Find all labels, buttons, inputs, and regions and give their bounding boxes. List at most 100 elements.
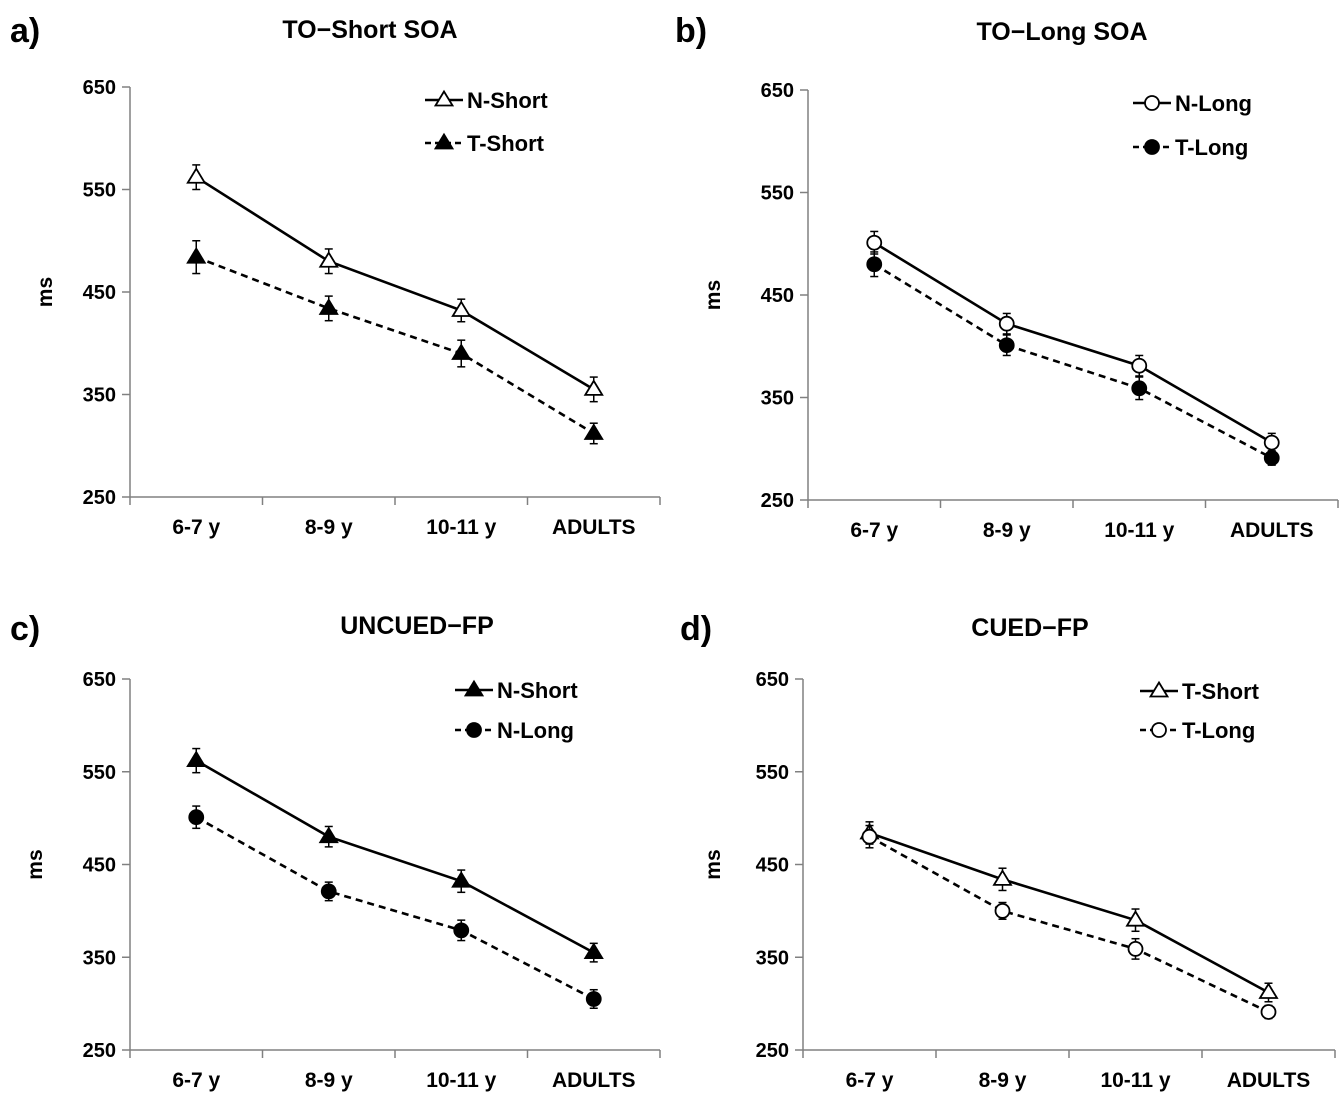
data-point (585, 991, 602, 1007)
data-point (451, 343, 472, 360)
legend-entry: N-Long (455, 718, 574, 743)
chart-title: UNCUED−FP (340, 612, 494, 640)
series-n-long (866, 230, 1280, 453)
data-point (1263, 450, 1280, 466)
legend-marker (433, 132, 455, 150)
data-point (583, 379, 604, 396)
panel-letter: c) (10, 610, 40, 648)
series-line (195, 759, 595, 954)
y-axis-label: ms (702, 280, 725, 310)
y-axis-label: ms (24, 849, 47, 879)
data-point (1131, 357, 1148, 374)
x-tick-label: 10-11 y (426, 516, 496, 539)
x-tick-label: ADULTS (1227, 1069, 1311, 1092)
data-point (994, 902, 1011, 919)
data-point (320, 883, 337, 900)
y-tick-label: 450 (761, 285, 794, 307)
y-tick-label: 650 (83, 77, 116, 99)
legend-entry: N-Long (1133, 91, 1252, 116)
legend-label: N-Short (467, 88, 548, 113)
legend-entry: T-Short (425, 131, 545, 156)
series-line (195, 176, 595, 391)
y-tick-label: 550 (83, 762, 116, 784)
panel-letter: d) (680, 610, 712, 648)
series-line (868, 835, 1270, 1014)
panel-3: c) UNCUED−FP ms 250 350 450 550 650 6-7 y 8-9 y 10… (10, 610, 661, 1092)
x-tick-label: 6-7 y (850, 519, 898, 542)
series-line (873, 263, 1273, 460)
legend-marker (466, 722, 482, 738)
data-point (998, 337, 1015, 354)
legend-label: N-Short (497, 678, 578, 703)
data-point (318, 826, 339, 844)
legend-label: T-Short (1182, 679, 1260, 704)
legend-entry: N-Short (455, 678, 578, 703)
series-n-short (186, 747, 604, 963)
series-t-short (186, 240, 604, 445)
y-tick-label: 350 (761, 388, 794, 410)
series-line (195, 255, 595, 435)
data-point (1263, 434, 1280, 451)
legend-marker (1144, 139, 1160, 155)
y-axis-label: ms (34, 277, 57, 307)
y-tick-label: 250 (83, 1040, 116, 1062)
legend-marker (1151, 722, 1167, 738)
panel-4: d) CUED−FP ms 250 350 450 550 650 6-7 y 8-9 y 10-1… (680, 610, 1336, 1092)
x-tick-label: 10-11 y (1100, 1069, 1170, 1092)
data-point (451, 870, 472, 888)
data-point (451, 300, 472, 317)
legend-label: N-Long (1175, 91, 1252, 116)
data-point (583, 942, 604, 960)
legend-label: T-Long (1182, 718, 1255, 743)
series-line (195, 816, 595, 1001)
series-n-short (186, 164, 604, 403)
y-tick-label: 350 (83, 385, 116, 407)
y-tick-label: 650 (83, 669, 116, 691)
y-tick-label: 350 (756, 947, 789, 969)
x-tick-label: ADULTS (1230, 519, 1314, 542)
y-tick-label: 550 (761, 183, 794, 205)
y-tick-label: 250 (83, 487, 116, 509)
y-tick-label: 250 (761, 490, 794, 512)
data-point (186, 166, 207, 184)
data-point (861, 828, 878, 845)
data-point (188, 809, 205, 826)
x-tick-label: 8-9 y (979, 1069, 1027, 1092)
data-point (1127, 941, 1144, 957)
chart-title: TO−Long SOA (976, 18, 1147, 46)
x-tick-label: 6-7 y (172, 1069, 220, 1092)
y-axis-label: ms (702, 849, 725, 879)
y-tick-label: 550 (83, 180, 116, 202)
panel-letter: a) (10, 12, 40, 50)
y-tick-label: 450 (83, 855, 116, 877)
x-tick-label: 10-11 y (426, 1069, 496, 1092)
y-tick-label: 450 (756, 855, 789, 877)
data-point (186, 246, 207, 264)
y-tick-label: 550 (756, 762, 789, 784)
data-point (992, 869, 1013, 886)
legend-label: T-Short (467, 131, 545, 156)
series-n-long (188, 805, 602, 1010)
data-point (453, 922, 470, 939)
legend-marker (433, 89, 455, 107)
x-tick-label: ADULTS (552, 516, 636, 539)
legend-label: N-Long (497, 718, 574, 743)
legend-marker (463, 679, 485, 697)
data-point (866, 256, 883, 273)
data-point (318, 251, 339, 268)
data-point (318, 298, 339, 315)
legend-entry: T-Short (1140, 679, 1260, 704)
series-t-long (861, 824, 1277, 1020)
data-point (583, 423, 604, 440)
legend-marker (1144, 95, 1160, 111)
data-point (1260, 1004, 1277, 1020)
data-point (1258, 982, 1279, 999)
x-tick-label: 8-9 y (983, 519, 1031, 542)
data-point (186, 750, 207, 768)
y-tick-label: 650 (761, 80, 794, 102)
legend-entry: N-Short (425, 88, 548, 113)
chart-title: CUED−FP (971, 614, 1088, 642)
legend-entry: T-Long (1140, 718, 1255, 743)
x-tick-label: 6-7 y (846, 1069, 894, 1092)
panel-letter: b) (675, 12, 707, 50)
